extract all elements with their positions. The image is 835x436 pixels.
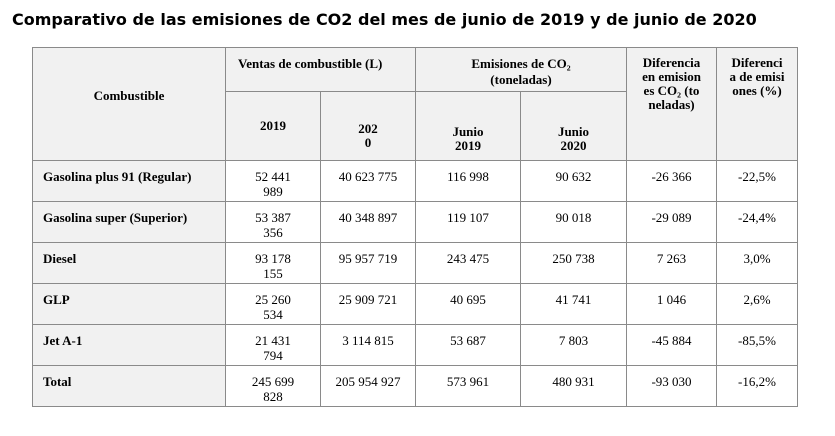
sales-2020: 25 909 721 — [320, 283, 416, 325]
sales-2019-value: 245 699 828 — [251, 374, 295, 404]
emissions-2019: 573 961 — [415, 365, 521, 407]
sales-2020: 40 623 775 — [320, 160, 416, 202]
fuel-name: Gasolina plus 91 (Regular) — [32, 160, 226, 202]
sales-2019: 93 178 155 — [225, 242, 321, 284]
fuel-name: Total — [32, 365, 226, 407]
fuel-name: Diesel — [32, 242, 226, 284]
sales-2019-value: 25 260 534 — [255, 292, 291, 322]
table-row: Diesel 93 178 155 95 957 719 243 475 250 738… — [32, 242, 798, 284]
emissions-2020: 90 632 — [520, 160, 627, 202]
sales-2019: 21 431 794 — [225, 324, 321, 366]
sales-2019-value: 53 387 356 — [255, 210, 291, 240]
emissions-2019: 116 998 — [415, 160, 521, 202]
emissions-diff: -29 089 — [626, 201, 717, 243]
sales-2019-value: 93 178 155 — [255, 251, 291, 281]
emissions-2020: 250 738 — [520, 242, 627, 284]
fuel-name: Jet A-1 — [32, 324, 226, 366]
emissions-2020: 90 018 — [520, 201, 627, 243]
sales-2019: 25 260 534 — [225, 283, 321, 325]
header-dif-pct: Diferencia de emisiones (%) — [716, 47, 798, 161]
fuel-name: Gasolina super (Superior) — [32, 201, 226, 243]
sales-2020: 95 957 719 — [320, 242, 416, 284]
emissions-2019: 53 687 — [415, 324, 521, 366]
page-title: Comparativo de las emisiones de CO2 del … — [12, 10, 757, 29]
emissions-diff-pct: -22,5% — [716, 160, 798, 202]
header-2020: 2020 — [320, 91, 416, 161]
table-row: Total 245 699 828 205 954 927 573 961 480 93… — [32, 365, 798, 407]
emissions-2019: 119 107 — [415, 201, 521, 243]
header-ventas: Ventas de combustible (L) — [225, 47, 416, 92]
table-row: GLP 25 260 534 25 909 721 40 695 41 741 1 046… — [32, 283, 798, 325]
sales-2019: 52 441 989 — [225, 160, 321, 202]
emissions-diff: -26 366 — [626, 160, 717, 202]
header-dif-ton: Diferencia en emisiones CO₂ (toneladas) — [626, 47, 717, 161]
emissions-2019: 243 475 — [415, 242, 521, 284]
header-junio-2019: Junio 2019 — [415, 91, 521, 161]
sales-2019-value: 52 441 989 — [255, 169, 291, 199]
header-junio-2020-text: Junio 2020 — [557, 124, 590, 153]
header-combustible: Combustible — [32, 47, 226, 161]
emissions-diff-pct: 2,6% — [716, 283, 798, 325]
sales-2019: 245 699 828 — [225, 365, 321, 407]
emissions-diff: 7 263 — [626, 242, 717, 284]
emissions-diff: -93 030 — [626, 365, 717, 407]
header-emisiones: Emisiones de CO₂ (toneladas) — [415, 47, 627, 92]
emissions-diff-pct: -24,4% — [716, 201, 798, 243]
emissions-diff-pct: 3,0% — [716, 242, 798, 284]
emissions-2019: 40 695 — [415, 283, 521, 325]
header-2020-text: 2020 — [358, 120, 378, 150]
emissions-diff: -45 884 — [626, 324, 717, 366]
emissions-table: Combustible Ventas de combustible (L) Em… — [32, 47, 798, 407]
header-dif-ton-text: Diferencia en emisiones CO₂ (toneladas) — [642, 55, 701, 112]
emissions-diff: 1 046 — [626, 283, 717, 325]
sales-2020: 40 348 897 — [320, 201, 416, 243]
sales-2019-value: 21 431 794 — [255, 333, 291, 363]
sales-2019: 53 387 356 — [225, 201, 321, 243]
emissions-2020: 7 803 — [520, 324, 627, 366]
header-2019: 2019 — [225, 91, 321, 161]
table-row: Gasolina plus 91 (Regular) 52 441 989 40 6… — [32, 160, 798, 202]
emissions-2020: 41 741 — [520, 283, 627, 325]
emissions-diff-pct: -16,2% — [716, 365, 798, 407]
table-row: Gasolina super (Superior) 53 387 356 40 34… — [32, 201, 798, 243]
header-emisiones-text: Emisiones de CO₂ (toneladas) — [471, 56, 571, 87]
table-row: Jet A-1 21 431 794 3 114 815 53 687 7 803 -45… — [32, 324, 798, 366]
emissions-2020: 480 931 — [520, 365, 627, 407]
sales-2020: 3 114 815 — [320, 324, 416, 366]
emissions-diff-pct: -85,5% — [716, 324, 798, 366]
header-junio-2019-text: Junio 2019 — [452, 124, 484, 153]
header-junio-2020: Junio 2020 — [520, 91, 627, 161]
header-dif-pct-text: Diferencia de emisiones (%) — [729, 55, 785, 98]
fuel-name: GLP — [32, 283, 226, 325]
sales-2020: 205 954 927 — [320, 365, 416, 407]
